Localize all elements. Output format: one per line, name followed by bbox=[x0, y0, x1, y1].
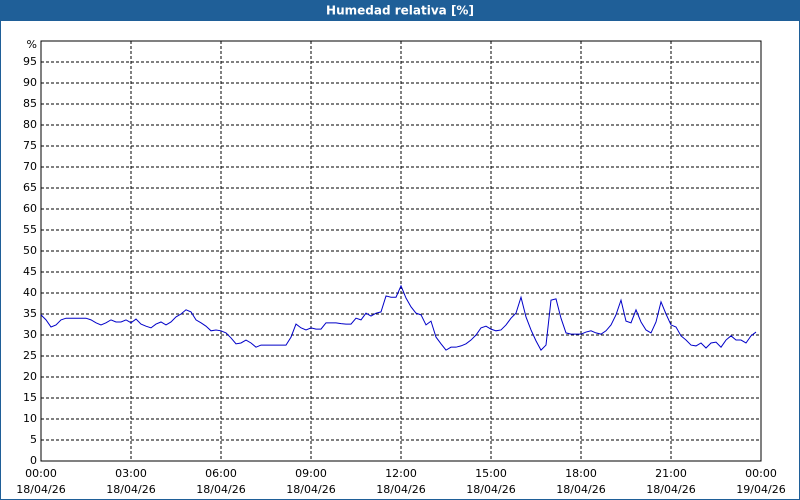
y-tick-label: 0 bbox=[30, 454, 37, 467]
x-tick-label: 18:00 bbox=[565, 467, 597, 480]
title-bar bbox=[0, 0, 800, 21]
y-axis-label: % bbox=[27, 38, 37, 51]
x-tick-label: 12:00 bbox=[385, 467, 417, 480]
plot-frame bbox=[40, 40, 762, 462]
y-tick-label: 55 bbox=[23, 223, 37, 236]
y-tick-label: 45 bbox=[23, 265, 37, 278]
y-tick-label: 15 bbox=[23, 391, 37, 404]
x-tick-date: 18/04/26 bbox=[646, 483, 695, 496]
x-tick-date: 18/04/26 bbox=[286, 483, 335, 496]
y-tick-label: 20 bbox=[23, 370, 37, 383]
y-tick-label: 90 bbox=[23, 76, 37, 89]
y-tick-label: 65 bbox=[23, 181, 37, 194]
x-tick-date: 18/04/26 bbox=[196, 483, 245, 496]
y-tick-label: 35 bbox=[23, 307, 37, 320]
data-line bbox=[40, 284, 757, 351]
y-tick-label: 75 bbox=[23, 139, 37, 152]
y-tick-label: 85 bbox=[23, 97, 37, 110]
y-tick-label: 25 bbox=[23, 349, 37, 362]
x-tick-label: 00:00 bbox=[25, 467, 57, 480]
y-tick-label: 70 bbox=[23, 160, 37, 173]
x-tick-date: 19/04/26 bbox=[736, 483, 785, 496]
x-tick-label: 00:00 bbox=[745, 467, 777, 480]
y-tick-label: 10 bbox=[23, 412, 37, 425]
x-tick-date: 18/04/26 bbox=[16, 483, 65, 496]
y-tick-label: 40 bbox=[23, 286, 37, 299]
y-tick-label: 5 bbox=[30, 433, 37, 446]
y-tick-label: 80 bbox=[23, 118, 37, 131]
y-tick-label: 60 bbox=[23, 202, 37, 215]
y-tick-label: 95 bbox=[23, 55, 37, 68]
x-tick-label: 15:00 bbox=[475, 467, 507, 480]
x-tick-date: 18/04/26 bbox=[466, 483, 515, 496]
chart-title: Humedad relativa [%] bbox=[326, 4, 474, 18]
y-tick-label: 50 bbox=[23, 244, 37, 257]
x-tick-date: 18/04/26 bbox=[376, 483, 425, 496]
x-tick-label: 21:00 bbox=[655, 467, 687, 480]
x-tick-label: 06:00 bbox=[205, 467, 237, 480]
x-tick-label: 03:00 bbox=[115, 467, 147, 480]
y-tick-label: 30 bbox=[23, 328, 37, 341]
x-tick-label: 09:00 bbox=[295, 467, 327, 480]
x-tick-date: 18/04/26 bbox=[106, 483, 155, 496]
x-tick-date: 18/04/26 bbox=[556, 483, 605, 496]
